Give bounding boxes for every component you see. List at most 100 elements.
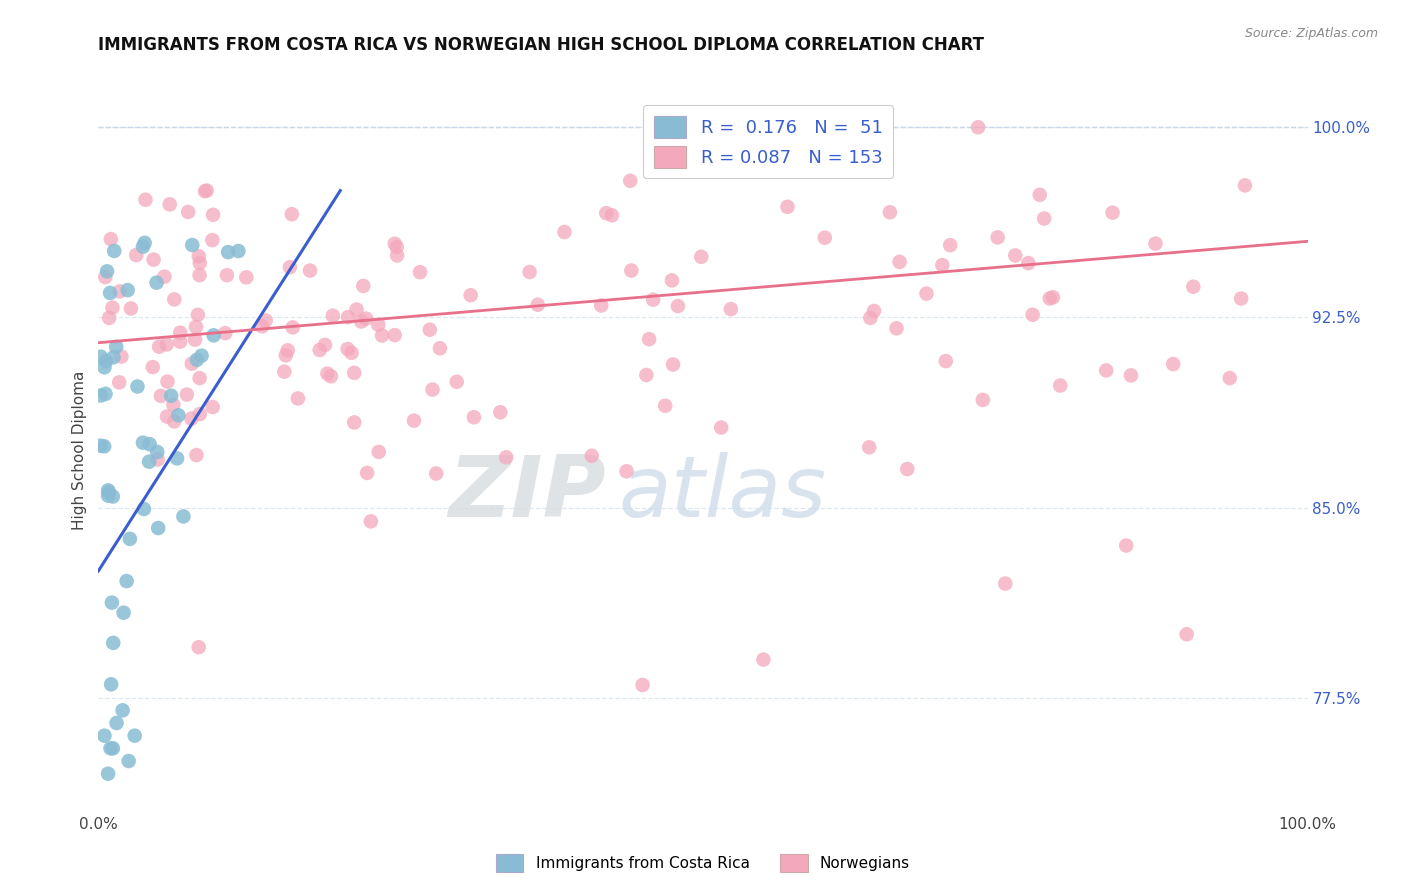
Point (1230, 292, 1253, 306)
Point (322, 309, 344, 323)
Point (274, 348, 297, 362)
Point (710, 420, 733, 434)
Point (117, 283, 139, 297)
Point (889, 255, 911, 269)
Point (163, 293, 186, 307)
Point (148, 521, 170, 535)
Point (134, 193, 156, 207)
Legend: Immigrants from Costa Rica, Norwegians: Immigrants from Costa Rica, Norwegians (488, 846, 918, 880)
Point (132, 435, 155, 450)
Text: atlas: atlas (619, 452, 827, 535)
Point (814, 230, 837, 244)
Point (638, 332, 661, 346)
Point (662, 358, 685, 372)
Point (166, 451, 188, 466)
Point (93, 729, 115, 743)
Point (1175, 627, 1198, 641)
Point (446, 375, 468, 389)
Point (619, 174, 641, 188)
Point (595, 206, 617, 220)
Point (600, 208, 623, 222)
Point (658, 164, 681, 178)
Point (858, 440, 880, 454)
Point (101, 301, 124, 315)
Point (97, 766, 120, 780)
Point (214, 326, 236, 340)
Point (100, 677, 122, 691)
Point (987, 230, 1010, 244)
Point (181, 238, 204, 252)
Point (134, 235, 156, 250)
Point (96, 264, 118, 278)
Point (101, 741, 124, 756)
Point (343, 366, 366, 380)
Point (384, 236, 406, 251)
Point (1101, 205, 1123, 219)
Point (186, 352, 208, 367)
Point (720, 302, 742, 317)
Point (281, 207, 304, 221)
Point (97, 485, 120, 500)
Point (354, 311, 377, 326)
Point (93, 360, 115, 375)
Point (896, 462, 918, 476)
Point (776, 200, 799, 214)
Point (661, 273, 683, 287)
Point (167, 409, 190, 423)
Point (273, 365, 295, 379)
Point (145, 276, 167, 290)
Point (886, 321, 908, 335)
Point (188, 407, 211, 421)
Point (495, 450, 517, 465)
Point (108, 285, 131, 299)
Point (429, 341, 451, 355)
Text: ZIP: ZIP (449, 452, 606, 535)
Point (184, 333, 207, 347)
Point (184, 319, 207, 334)
Point (101, 596, 124, 610)
Point (319, 369, 342, 384)
Point (1144, 236, 1167, 251)
Point (340, 346, 363, 360)
Point (336, 342, 359, 356)
Point (94, 387, 117, 401)
Point (1182, 279, 1205, 293)
Point (402, 414, 425, 428)
Point (149, 389, 172, 403)
Point (111, 703, 134, 717)
Point (120, 301, 142, 316)
Point (169, 334, 191, 349)
Point (98, 285, 121, 300)
Point (385, 240, 408, 254)
Point (108, 376, 131, 390)
Point (105, 340, 128, 354)
Point (188, 256, 211, 270)
Point (1033, 211, 1056, 226)
Point (756, 120, 779, 135)
Point (159, 197, 181, 211)
Point (132, 240, 155, 254)
Point (1119, 368, 1142, 383)
Point (97, 489, 120, 503)
Point (526, 298, 548, 312)
Point (162, 398, 184, 412)
Point (1049, 378, 1071, 392)
Point (146, 452, 169, 467)
Point (1115, 539, 1137, 553)
Point (97, 483, 120, 498)
Point (187, 249, 209, 263)
Point (190, 349, 212, 363)
Point (153, 269, 176, 284)
Point (489, 405, 512, 419)
Point (752, 652, 775, 666)
Point (100, 232, 122, 246)
Point (101, 490, 124, 504)
Point (188, 268, 211, 282)
Point (250, 319, 273, 334)
Point (110, 350, 132, 364)
Point (115, 574, 138, 588)
Point (350, 314, 373, 328)
Point (384, 328, 406, 343)
Point (112, 606, 135, 620)
Point (879, 205, 901, 219)
